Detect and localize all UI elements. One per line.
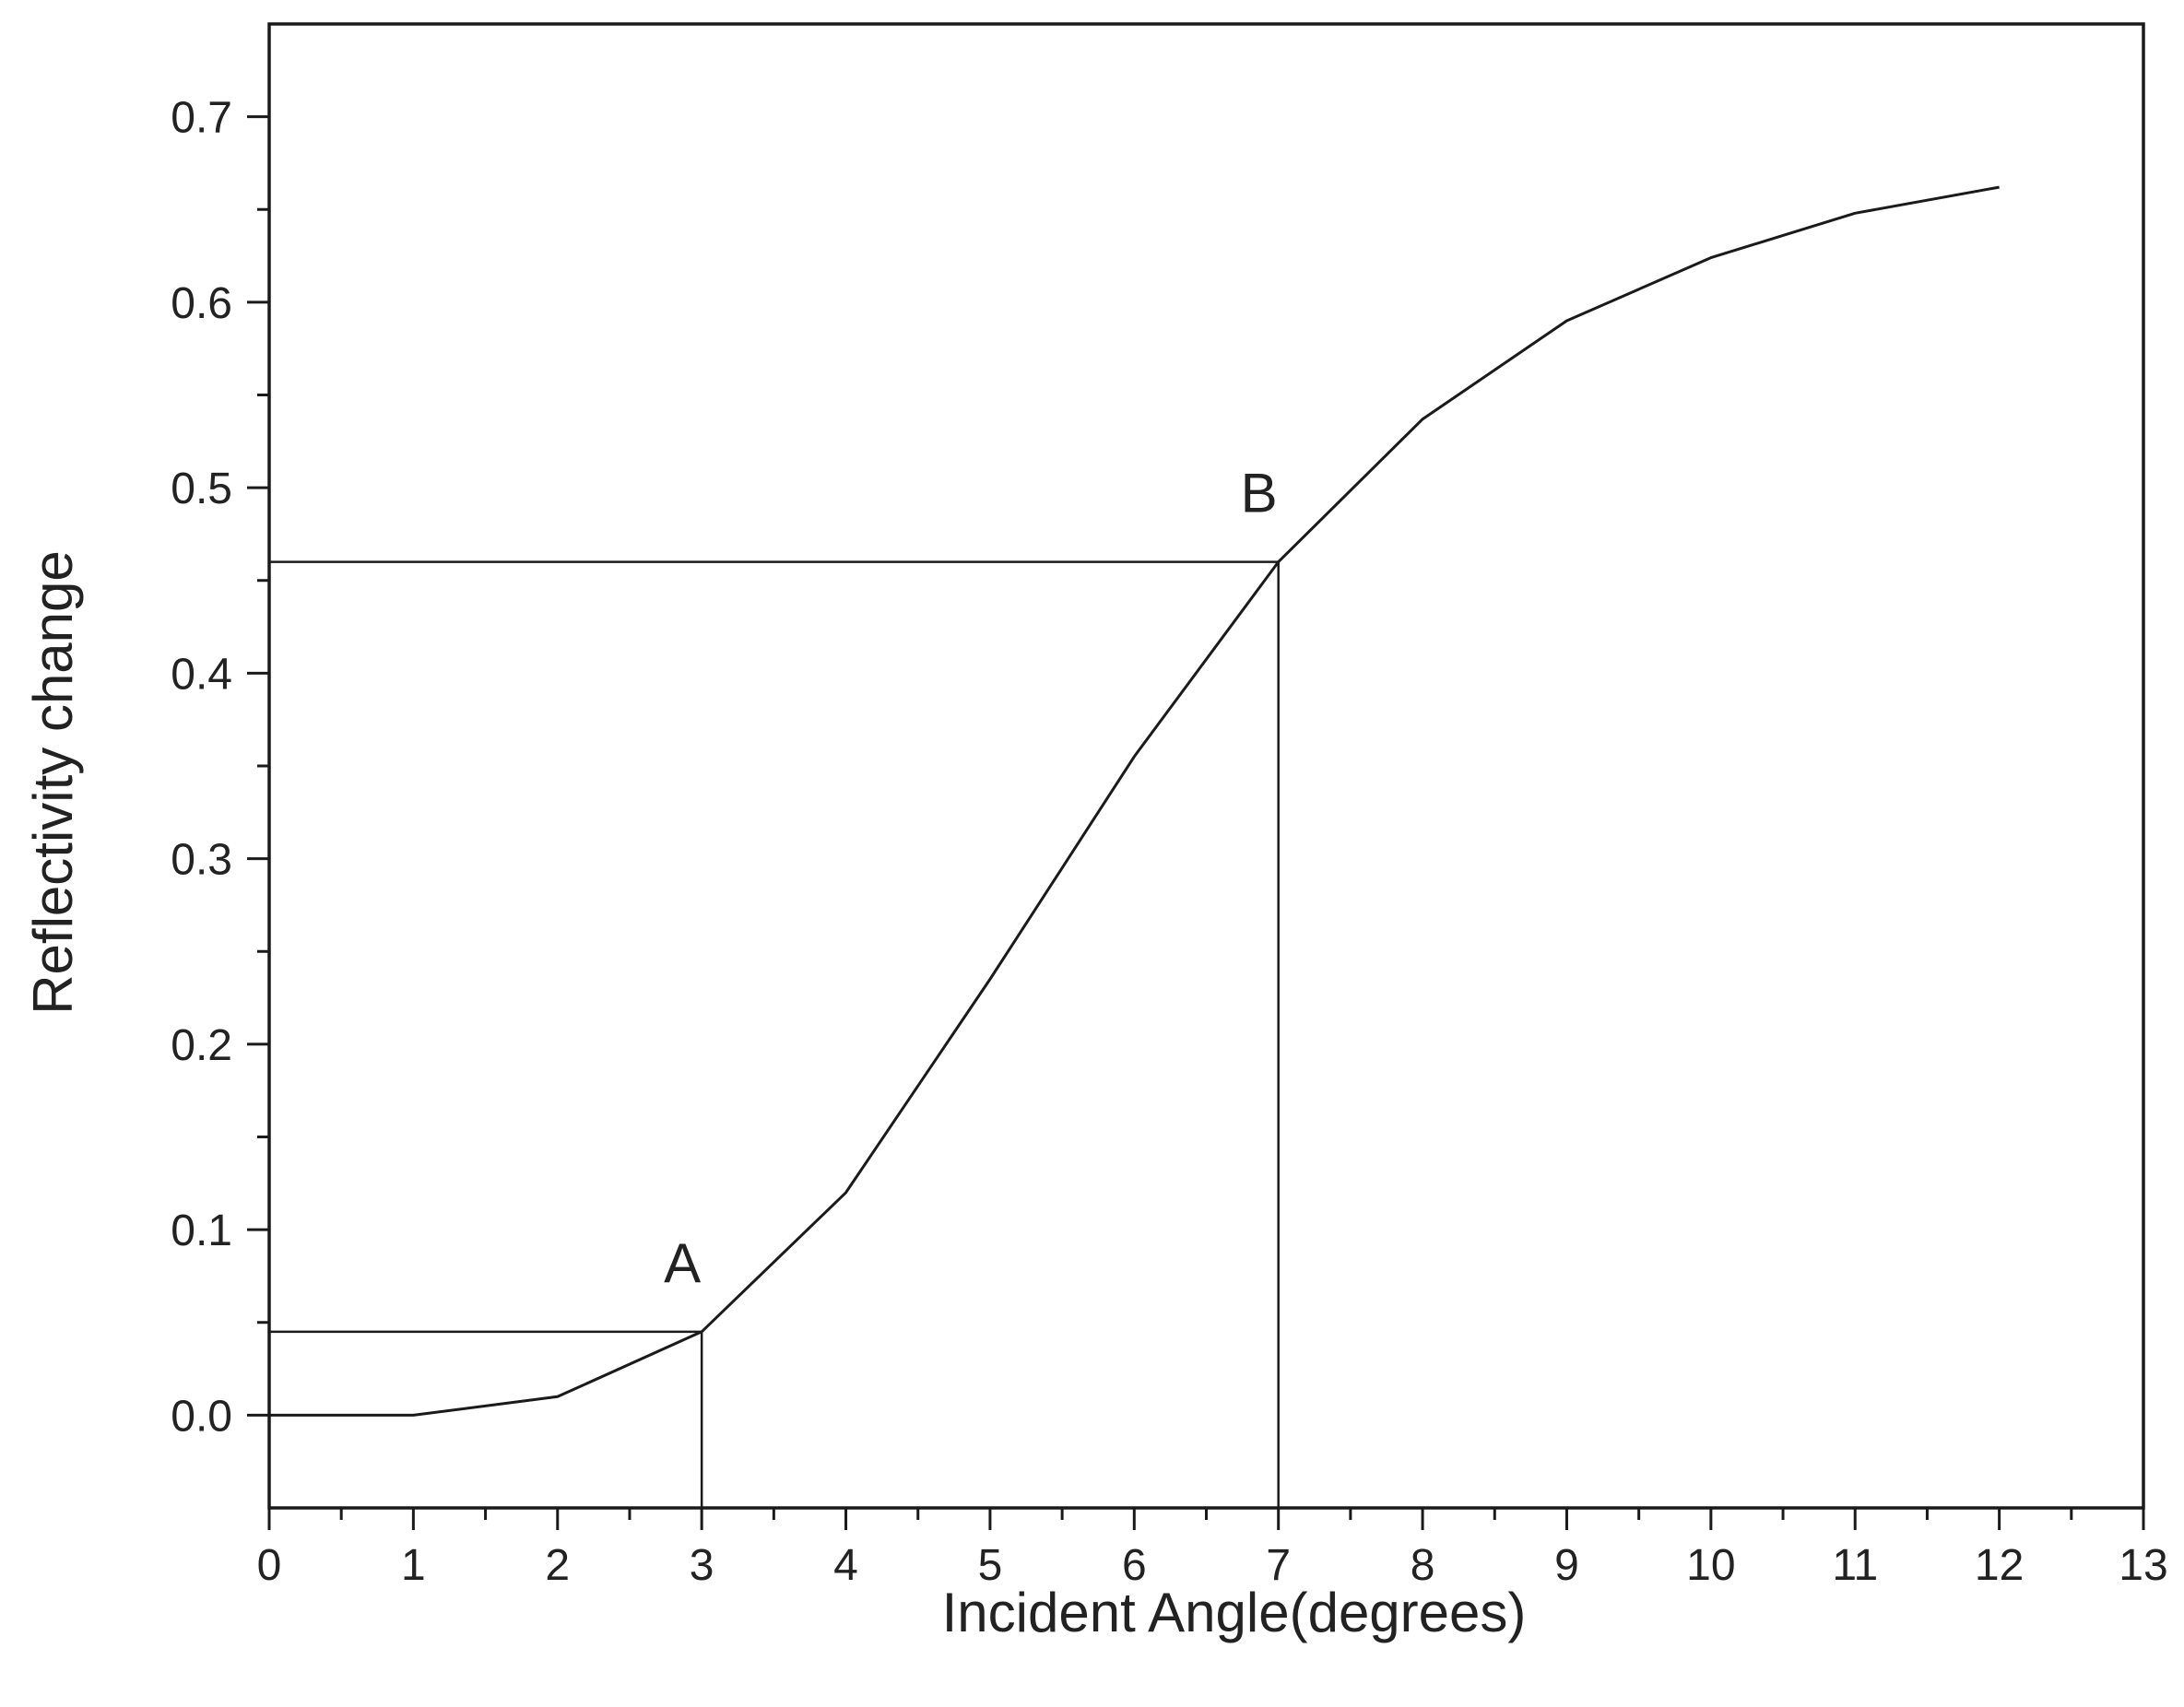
axis-ticks: 0 1 2 3 4 5 6 7 8 9 10 11 12 130.00.10.20.30.40.50.60… — [171, 94, 2167, 1590]
x-tick-label: 4 — [833, 1541, 858, 1590]
y-tick-label: 0.6 — [171, 279, 232, 328]
y-tick-label: 0.2 — [171, 1021, 232, 1070]
y-tick-label: 0.0 — [171, 1392, 232, 1441]
series-line — [269, 185, 2000, 1417]
x-tick-label: 10 — [1686, 1541, 1735, 1590]
x-tick-label: 1 — [401, 1541, 426, 1590]
x-tick-label: 5 — [978, 1541, 1003, 1590]
y-tick-label: 0.1 — [171, 1207, 232, 1255]
x-tick-label: 6 — [1122, 1541, 1147, 1590]
x-tick-label: 3 — [690, 1541, 714, 1590]
guide-lines — [269, 560, 1280, 1508]
x-tick-label: 11 — [1832, 1541, 1878, 1590]
point-label: B — [1241, 463, 1278, 524]
point-label: A — [664, 1232, 701, 1294]
x-tick-label: 9 — [1554, 1541, 1579, 1590]
x-tick-label: 12 — [1975, 1541, 2024, 1590]
x-tick-label: 13 — [2119, 1541, 2167, 1590]
x-tick-label: 7 — [1266, 1541, 1291, 1590]
point-annotations: AB — [664, 463, 1278, 1294]
y-tick-label: 0.4 — [171, 650, 232, 699]
x-tick-label: 2 — [545, 1541, 570, 1590]
x-tick-label: 0 — [257, 1541, 282, 1590]
y-axis-title: Reflectivity change — [22, 550, 84, 1015]
y-tick-label: 0.5 — [171, 465, 232, 513]
y-tick-label: 0.7 — [171, 94, 232, 143]
y-tick-label: 0.3 — [171, 836, 232, 885]
x-axis-title: Incident Angle(degrees) — [942, 1582, 1527, 1643]
x-tick-label: 8 — [1411, 1541, 1435, 1590]
data-series — [269, 185, 2000, 1417]
